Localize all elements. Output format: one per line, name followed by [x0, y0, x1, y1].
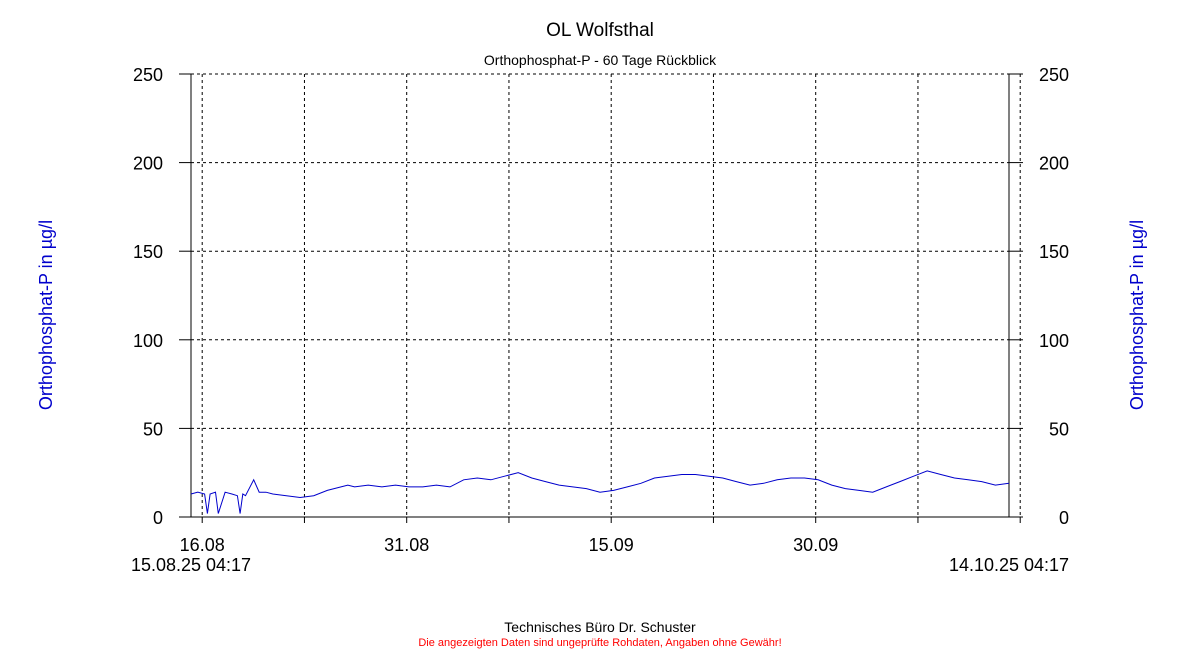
- y-tick-label-right: 100: [1039, 331, 1069, 351]
- y-tick-label-left: 0: [153, 508, 163, 528]
- series-layer: [190, 470, 1010, 514]
- x-tick-label: 15.09: [589, 535, 634, 555]
- y-tick-label-left: 200: [133, 154, 163, 174]
- x-tick-label: 31.08: [384, 535, 429, 555]
- footer-company: Technisches Büro Dr. Schuster: [504, 619, 696, 635]
- tick-layer: 16.08 31.08 15.09 30.09 0 0 50 50 100 100 150 150 20…: [133, 65, 1069, 555]
- grid-layer: [191, 73, 1021, 517]
- chart-subtitle: Orthophosphat-P - 60 Tage Rückblick: [484, 52, 717, 68]
- y-tick-label-left: 150: [133, 242, 163, 262]
- y-tick-label-right: 0: [1059, 508, 1069, 528]
- x-end-label: 14.10.25 04:17: [949, 555, 1069, 575]
- y-tick-label-right: 250: [1039, 65, 1069, 85]
- footer-disclaimer: Die angezeigten Daten sind ungeprüfte Ro…: [418, 637, 781, 649]
- y-tick-label-left: 100: [133, 331, 163, 351]
- y-tick-label-left: 50: [143, 419, 163, 439]
- x-start-label: 15.08.25 04:17: [131, 555, 251, 575]
- x-tick-label: 30.09: [793, 535, 838, 555]
- y-tick-label-right: 150: [1039, 242, 1069, 262]
- axis-layer: [190, 74, 1010, 518]
- y-tick-label-left: 250: [133, 65, 163, 85]
- chart-title: OL Wolfsthal: [546, 20, 654, 41]
- y-tick-label-right: 50: [1049, 419, 1069, 439]
- y-tick-label-right: 200: [1039, 154, 1069, 174]
- y-axis-label-left: Orthophosphat-P in µg/l: [36, 220, 56, 410]
- series-line: [190, 470, 1010, 514]
- x-tick-label: 16.08: [180, 535, 225, 555]
- y-axis-label-right: Orthophosphat-P in µg/l: [1127, 220, 1147, 410]
